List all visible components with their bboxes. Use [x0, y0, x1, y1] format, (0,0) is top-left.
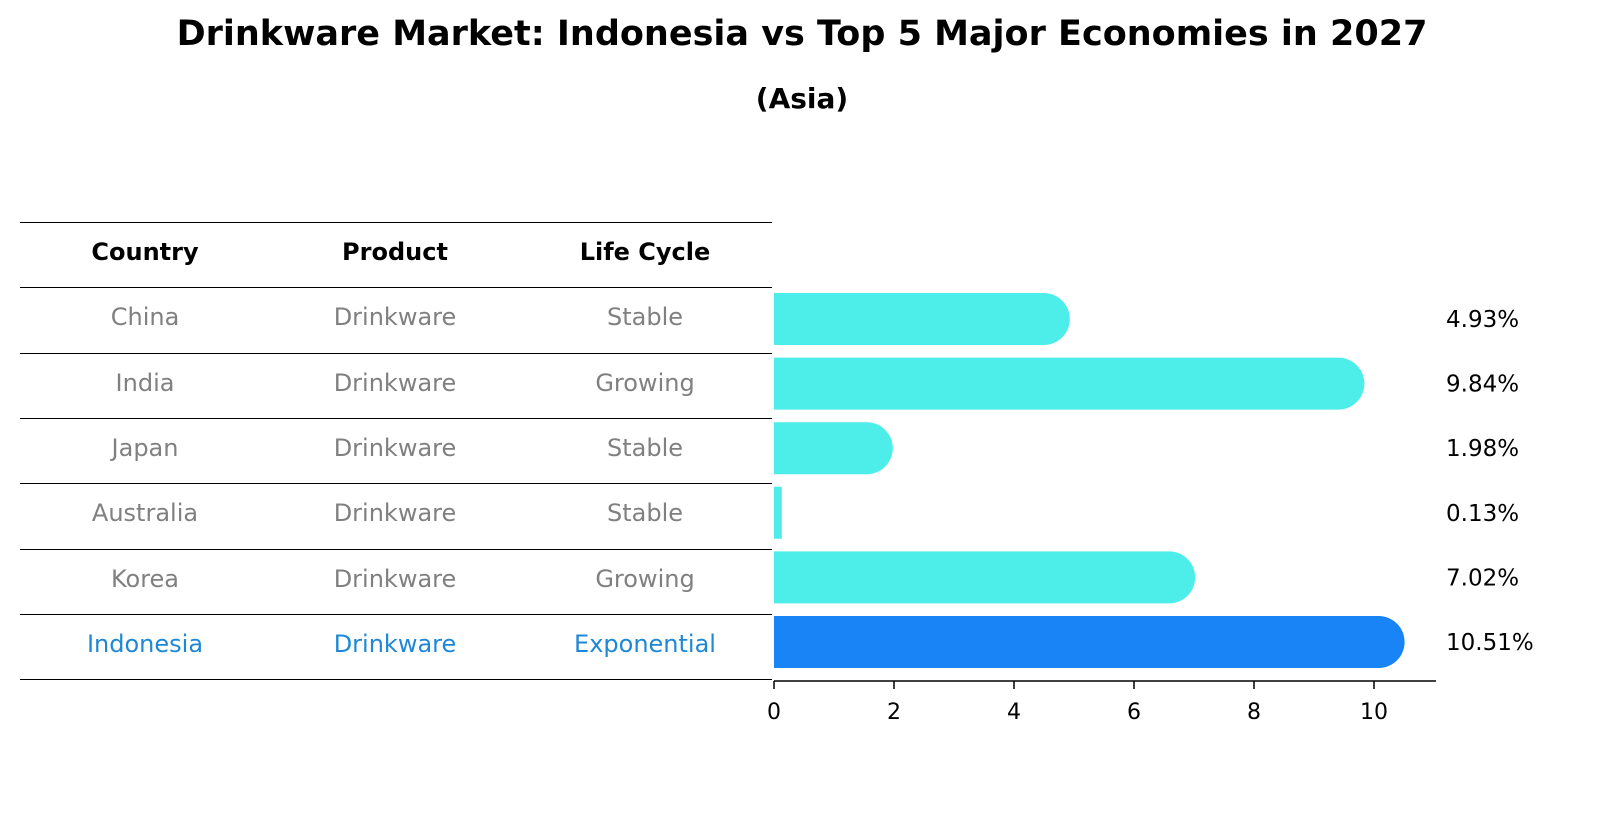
table-cell-product: Drinkware [333, 629, 457, 658]
bar-china [774, 293, 1070, 345]
table-rule [20, 222, 772, 223]
table-cell-country: Korea [110, 564, 180, 593]
table-rule [20, 483, 772, 485]
bar-korea [774, 551, 1196, 604]
table-cell-product: Drinkware [333, 433, 457, 462]
table-cell-product: Drinkware [333, 368, 457, 397]
table-cell-life-cycle: Stable [606, 499, 684, 528]
value-label-indonesia: 10.51% [1446, 630, 1534, 656]
value-label-japan: 1.98% [1446, 436, 1519, 462]
x-tick-label: 0 [767, 700, 781, 725]
table-cell-life-cycle: Stable [606, 303, 684, 332]
table-cell-country: India [115, 368, 175, 397]
table-rule [20, 548, 772, 550]
x-tick-label: 8 [1247, 700, 1261, 725]
table-header-cell: Product [342, 238, 448, 266]
table-rule [20, 352, 772, 354]
value-label-australia: 0.13% [1446, 501, 1519, 527]
table-cell-life-cycle: Stable [606, 433, 684, 462]
table-cell-country: Indonesia [86, 629, 204, 658]
bar-india [774, 357, 1365, 410]
table-cell-product: Drinkware [333, 303, 457, 332]
growth-bar-chart: 4.93% 9.84% 1.98% 0.13% 7.02% 10.51% 0 2 4 6 8 10 [767, 293, 1534, 725]
x-tick-label: 6 [1127, 700, 1141, 725]
table-header-cell: Country [91, 238, 199, 266]
bar-indonesia [774, 616, 1405, 668]
table-cell-country: Australia [91, 499, 199, 528]
table-rule [20, 613, 772, 615]
table-header-cell: Life Cycle [579, 238, 711, 266]
chart-title: Drinkware Market: Indonesia vs Top 5 Maj… [176, 14, 1428, 54]
value-label-india: 9.84% [1446, 372, 1519, 398]
table-cell-life-cycle: Exponential [574, 629, 716, 658]
x-tick-label: 4 [1007, 700, 1021, 725]
bar-australia [774, 486, 782, 539]
x-tick-label: 2 [887, 700, 901, 725]
value-label-china: 4.93% [1446, 307, 1519, 333]
table-cell-life-cycle: Growing [595, 368, 695, 397]
table-rule [20, 417, 772, 419]
table-cell-product: Drinkware [333, 499, 457, 528]
chart-subtitle: (Asia) [755, 82, 849, 115]
table-rule [20, 679, 772, 681]
x-tick-label: 10 [1360, 700, 1388, 725]
table-cell-life-cycle: Growing [595, 564, 695, 593]
table-cell-product: Drinkware [333, 564, 457, 593]
value-label-korea: 7.02% [1446, 565, 1519, 591]
table-cell-country: China [110, 303, 180, 332]
bar-japan [774, 422, 893, 475]
table-rule [20, 287, 772, 289]
table-cell-country: Japan [111, 433, 179, 462]
